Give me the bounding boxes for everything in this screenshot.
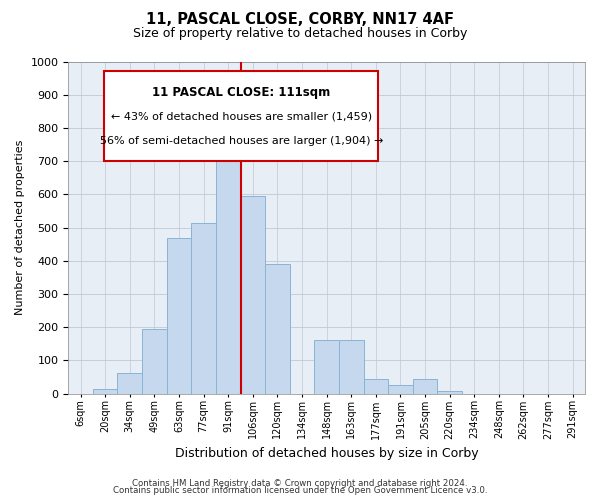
Text: 56% of semi-detached houses are larger (1,904) →: 56% of semi-detached houses are larger (… bbox=[100, 136, 383, 146]
Text: 11 PASCAL CLOSE: 111sqm: 11 PASCAL CLOSE: 111sqm bbox=[152, 86, 331, 100]
Bar bbox=[437, 391, 462, 394]
Text: Size of property relative to detached houses in Corby: Size of property relative to detached ho… bbox=[133, 28, 467, 40]
Text: 11, PASCAL CLOSE, CORBY, NN17 4AF: 11, PASCAL CLOSE, CORBY, NN17 4AF bbox=[146, 12, 454, 28]
Bar bbox=[118, 373, 142, 394]
Bar bbox=[167, 238, 191, 394]
FancyBboxPatch shape bbox=[104, 72, 379, 161]
Bar bbox=[388, 386, 413, 394]
Text: ← 43% of detached houses are smaller (1,459): ← 43% of detached houses are smaller (1,… bbox=[111, 112, 372, 122]
Bar bbox=[265, 264, 290, 394]
Text: Contains public sector information licensed under the Open Government Licence v3: Contains public sector information licen… bbox=[113, 486, 487, 495]
Bar bbox=[364, 380, 388, 394]
Bar bbox=[142, 329, 167, 394]
Bar bbox=[314, 340, 339, 394]
Bar bbox=[93, 390, 118, 394]
Bar bbox=[339, 340, 364, 394]
Bar bbox=[241, 196, 265, 394]
X-axis label: Distribution of detached houses by size in Corby: Distribution of detached houses by size … bbox=[175, 447, 478, 460]
Bar bbox=[413, 378, 437, 394]
Bar bbox=[216, 141, 241, 394]
Bar bbox=[191, 222, 216, 394]
Y-axis label: Number of detached properties: Number of detached properties bbox=[15, 140, 25, 315]
Text: Contains HM Land Registry data © Crown copyright and database right 2024.: Contains HM Land Registry data © Crown c… bbox=[132, 478, 468, 488]
